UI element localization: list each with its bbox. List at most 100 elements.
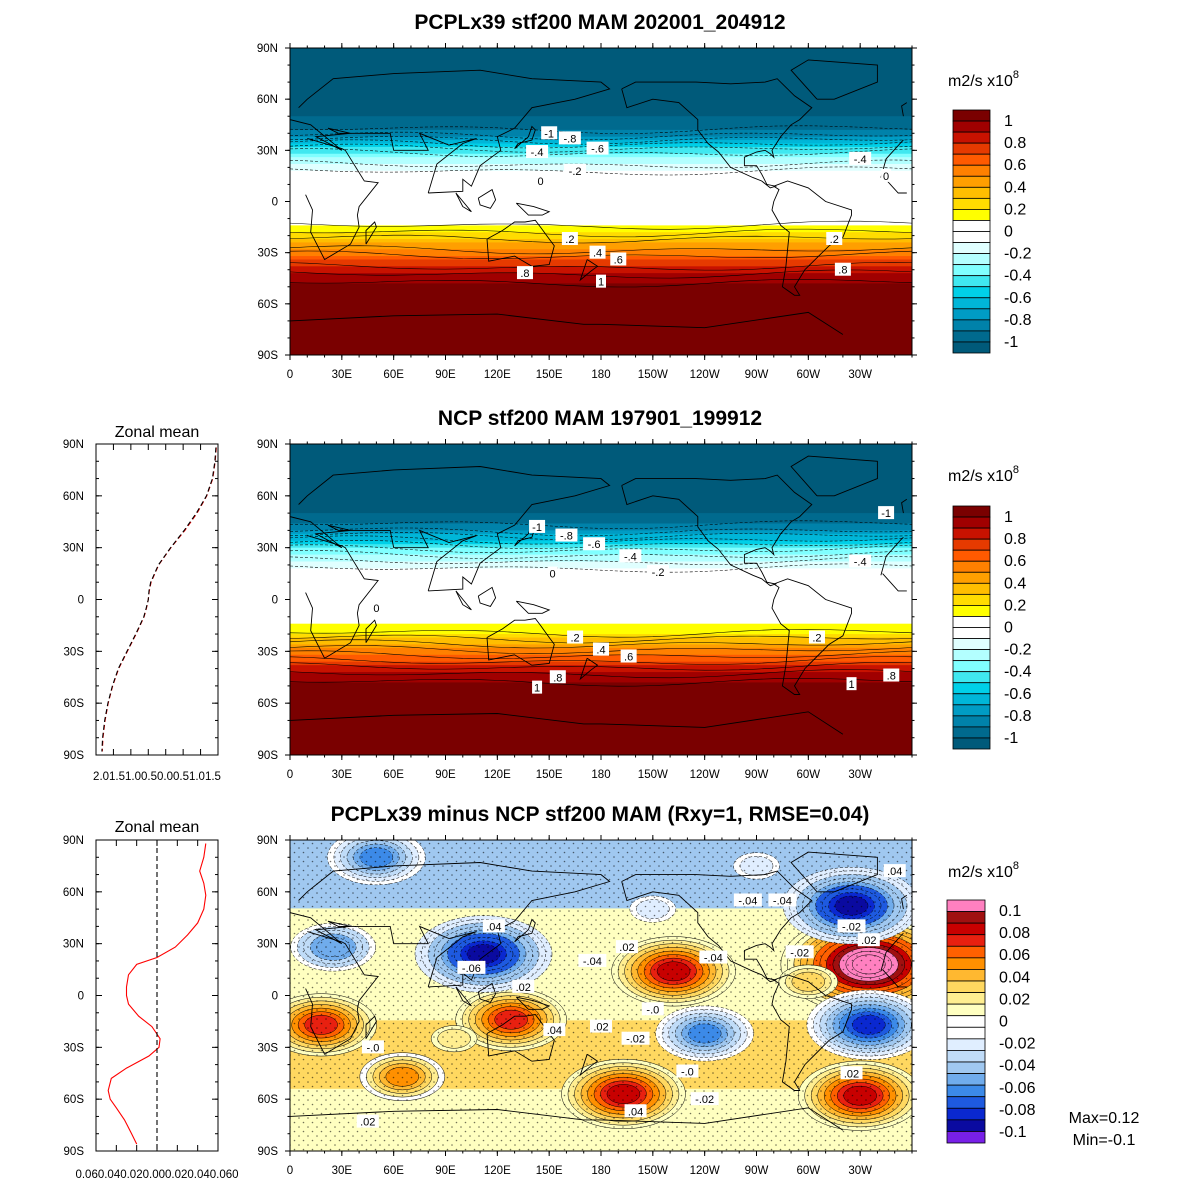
field-band	[290, 351, 912, 355]
contour-label: -.6	[588, 539, 601, 551]
field-band	[290, 123, 912, 128]
colorbar-label: -0.8	[1004, 312, 1032, 329]
colorbar-box	[946, 969, 986, 982]
colorbar-box	[952, 704, 991, 717]
x-tick-label: 180	[591, 1165, 610, 1177]
field-band	[290, 699, 912, 704]
zonal-mean-2-xticks: 0.060.040.020.000.020.040.060	[75, 1169, 238, 1181]
contour-label: .8	[520, 268, 529, 280]
field-band	[290, 58, 912, 63]
colorbar-box	[952, 164, 991, 177]
field-band	[290, 668, 912, 673]
contour-label-box	[849, 554, 872, 568]
contour-label: -.04	[704, 952, 723, 964]
field-band	[290, 564, 912, 569]
contour-line	[290, 234, 912, 244]
field-band	[290, 181, 912, 186]
field-band	[290, 592, 912, 597]
field-band	[290, 297, 912, 302]
field-band	[290, 204, 912, 209]
y-tick-label: 30N	[63, 543, 84, 555]
colorbar-label: 0.02	[999, 991, 1030, 1008]
contour-label-box	[878, 506, 895, 520]
contour-label-box	[621, 1031, 650, 1045]
field-band	[290, 678, 912, 684]
contour-label: 0	[373, 603, 379, 615]
colorbar-label: 0.4	[1004, 575, 1026, 592]
field-band	[290, 160, 912, 165]
field-band	[290, 177, 912, 182]
colorbar-box	[952, 242, 991, 254]
field-band	[290, 692, 912, 697]
field-band	[290, 331, 912, 336]
field-band	[290, 163, 912, 168]
y-tick-label: 60S	[258, 698, 279, 710]
field-band	[290, 129, 912, 134]
contour-label: .02	[516, 982, 531, 994]
contour-line	[290, 220, 912, 230]
colorbar-box	[952, 582, 991, 595]
y-tick-label: 0	[78, 595, 84, 607]
colorbar-label: -0.06	[999, 1080, 1036, 1097]
y-tick-label: 30S	[258, 646, 279, 658]
field-band	[290, 485, 912, 490]
contour-label: .04	[887, 866, 902, 878]
field-band	[290, 262, 912, 267]
contour-label-box	[589, 245, 606, 259]
field-band	[290, 337, 912, 342]
coastline	[514, 125, 536, 149]
y-tick-label: 30S	[64, 1042, 85, 1054]
contour-label: 1	[598, 277, 604, 289]
x-tick-label: 90W	[745, 1165, 769, 1177]
y-tick-label: 0	[78, 991, 84, 1003]
field-band	[290, 341, 912, 346]
contour-label-box	[361, 1040, 384, 1054]
field-band	[290, 95, 912, 100]
field-band	[290, 716, 912, 722]
colorbar-box	[946, 1131, 986, 1144]
field-band	[290, 112, 912, 117]
contour-label-box	[512, 979, 535, 993]
contour-label-box	[356, 1114, 379, 1128]
colorbar-label: 0	[1004, 224, 1013, 241]
colorbar-box	[952, 186, 991, 199]
field-band	[290, 444, 912, 449]
contour-label-box	[583, 537, 606, 551]
x-tick-label: 120E	[484, 1165, 511, 1177]
field-band	[290, 68, 912, 73]
map3-title: PCPLx39 minus NCP stf200 MAM (Rxy=1, RMS…	[331, 803, 870, 826]
field-band	[290, 623, 912, 628]
colorbar-box	[952, 638, 991, 650]
contour-label-box	[371, 601, 382, 615]
field-band	[290, 334, 912, 339]
x-tick-label: 60W	[797, 1165, 821, 1177]
field-band	[290, 215, 912, 220]
field-band	[290, 741, 912, 746]
colorbar-box	[952, 505, 991, 518]
map2-plot: -1 -.8 -.6 -.4 -.2 0 0 -1 -.4 .2 .4 .6 .8 1 .2 1 .8 0 30E 6…	[257, 439, 917, 781]
colorbar-box	[952, 538, 991, 551]
coastline	[290, 711, 844, 735]
field-band	[290, 561, 912, 566]
field-band	[290, 513, 912, 518]
contour-line	[290, 527, 912, 537]
contour-label: -.0	[367, 1042, 380, 1054]
field-band	[290, 582, 912, 587]
contour-line	[290, 550, 912, 559]
colorbar-box	[952, 341, 991, 354]
y-tick-label: 60N	[257, 94, 278, 106]
colorbar-box	[952, 527, 991, 540]
field-band	[290, 654, 912, 659]
map-field: .04-.06.02-.04.02-.04 -.04-.02.02.04-.04-…	[290, 840, 912, 1151]
field-band	[290, 71, 912, 76]
contour-label: -.4	[854, 154, 867, 166]
colorbar-box	[952, 682, 991, 695]
coastline	[455, 986, 472, 1007]
field-band	[290, 689, 912, 694]
coastline	[771, 578, 852, 695]
field-band	[290, 48, 912, 53]
field-band	[290, 737, 912, 742]
field-band	[290, 599, 912, 604]
coastline	[486, 618, 555, 666]
colorbar-box	[952, 275, 991, 288]
